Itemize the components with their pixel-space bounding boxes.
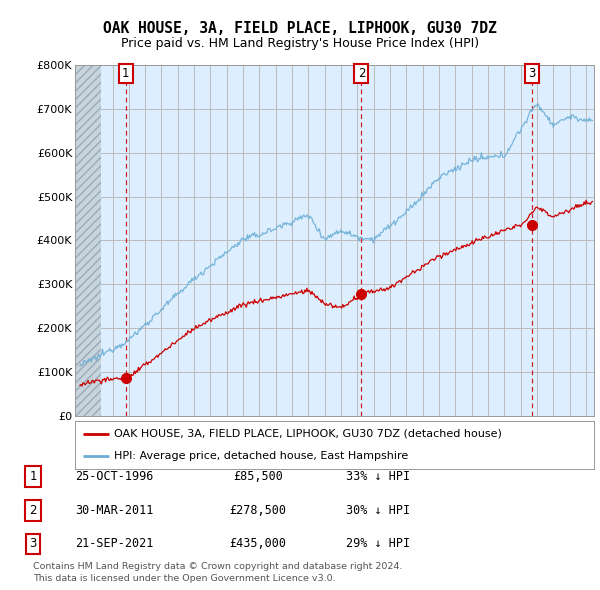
Text: 30-MAR-2011: 30-MAR-2011 — [75, 504, 153, 517]
Text: 30% ↓ HPI: 30% ↓ HPI — [346, 504, 410, 517]
Text: £435,000: £435,000 — [229, 537, 287, 550]
Text: OAK HOUSE, 3A, FIELD PLACE, LIPHOOK, GU30 7DZ (detached house): OAK HOUSE, 3A, FIELD PLACE, LIPHOOK, GU3… — [114, 429, 502, 439]
Text: 2: 2 — [358, 67, 365, 80]
Text: HPI: Average price, detached house, East Hampshire: HPI: Average price, detached house, East… — [114, 451, 408, 461]
Text: £85,500: £85,500 — [233, 470, 283, 483]
Text: 21-SEP-2021: 21-SEP-2021 — [75, 537, 153, 550]
Bar — [75, 65, 101, 416]
Text: 3: 3 — [29, 537, 37, 550]
Text: 1: 1 — [122, 67, 130, 80]
Bar — [75, 65, 101, 416]
Text: 2: 2 — [29, 504, 37, 517]
Text: £278,500: £278,500 — [229, 504, 287, 517]
Text: Contains HM Land Registry data © Crown copyright and database right 2024.
This d: Contains HM Land Registry data © Crown c… — [33, 562, 403, 583]
Text: Price paid vs. HM Land Registry's House Price Index (HPI): Price paid vs. HM Land Registry's House … — [121, 37, 479, 50]
Text: 3: 3 — [529, 67, 536, 80]
Text: 1: 1 — [29, 470, 37, 483]
Text: 29% ↓ HPI: 29% ↓ HPI — [346, 537, 410, 550]
Text: 33% ↓ HPI: 33% ↓ HPI — [346, 470, 410, 483]
Text: OAK HOUSE, 3A, FIELD PLACE, LIPHOOK, GU30 7DZ: OAK HOUSE, 3A, FIELD PLACE, LIPHOOK, GU3… — [103, 21, 497, 35]
Text: 25-OCT-1996: 25-OCT-1996 — [75, 470, 153, 483]
